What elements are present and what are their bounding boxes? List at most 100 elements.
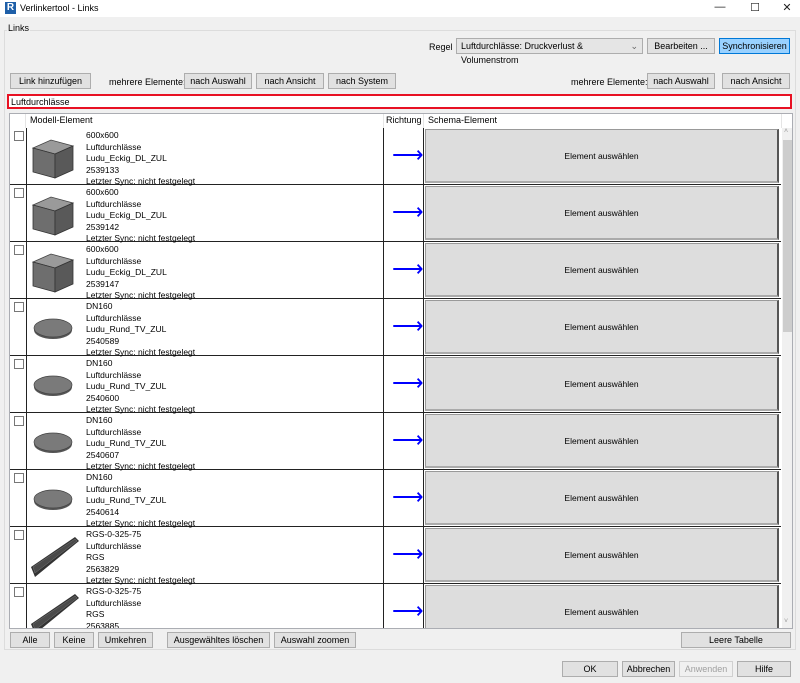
select-element-button[interactable]: Element auswählen	[425, 129, 779, 183]
window-title: Verlinkertool - Links	[20, 3, 99, 13]
help-button[interactable]: Hilfe	[737, 661, 791, 677]
header-schema-element[interactable]: Schema-Element	[424, 114, 782, 128]
row-line: 2540600	[86, 392, 120, 403]
scrollbar-thumb[interactable]	[783, 140, 792, 332]
row-line: Letzter Sync: nicht festgelegt	[86, 290, 196, 300]
close-icon[interactable]: ✕	[782, 2, 792, 14]
arrow-right-icon: ⟶	[392, 427, 424, 452]
model-element-cell: DN160 Luftdurchlässe Ludu_Rund_TV_ZUL 25405…	[26, 299, 384, 357]
row-line: Ludu_Rund_TV_ZUL	[86, 324, 167, 334]
row-line: Letzter Sync: nicht festgelegt	[86, 575, 196, 585]
vertical-scrollbar[interactable]: ˄ ˅	[782, 128, 792, 628]
select-element-button[interactable]: Element auswählen	[425, 300, 779, 354]
select-element-button[interactable]: Element auswählen	[425, 243, 779, 297]
box-element-icon	[29, 248, 77, 298]
row-line: 2539133	[86, 164, 120, 175]
delete-selected-button[interactable]: Ausgewähltes löschen	[167, 632, 270, 648]
direction-cell: ⟶	[384, 413, 424, 470]
header-direction[interactable]: Richtung	[384, 114, 424, 128]
model-element-cell: RGS-0-325-75 Luftdurchlässe RGS 2563885	[26, 584, 384, 629]
model-element-cell: 600x600 Luftdurchlässe Ludu_Eckig_DL_ZUL 25…	[26, 128, 384, 186]
row-line: Luftdurchlässe	[86, 369, 142, 380]
model-element-cell: DN160 Luftdurchlässe Ludu_Rund_TV_ZUL 25406…	[26, 356, 384, 414]
add-link-button[interactable]: Link hinzufügen	[10, 73, 91, 89]
arrow-right-icon: ⟶	[392, 199, 424, 224]
header-model-element[interactable]: Modell-Element	[26, 114, 384, 128]
select-element-button[interactable]: Element auswählen	[425, 357, 779, 411]
row-line: 2540589	[86, 335, 120, 346]
minimize-icon[interactable]: —	[714, 1, 726, 13]
select-all-button[interactable]: Alle	[10, 632, 50, 648]
row-line: DN160	[86, 472, 113, 482]
row-line: Ludu_Rund_TV_ZUL	[86, 438, 167, 448]
select-element-button[interactable]: Element auswählen	[425, 414, 779, 468]
row-checkbox[interactable]	[14, 131, 24, 141]
row-checkbox[interactable]	[14, 188, 24, 198]
title-bar: R Verlinkertool - Links — ☐ ✕	[0, 0, 800, 17]
row-line: Letzter Sync: nicht festgelegt	[86, 233, 196, 243]
row-line: Letzter Sync: nicht festgelegt	[86, 347, 196, 357]
right-by-view-button[interactable]: nach Ansicht	[722, 73, 790, 89]
zoom-selection-button[interactable]: Auswahl zoomen	[274, 632, 356, 648]
direction-cell: ⟶	[384, 584, 424, 628]
direction-cell: ⟶	[384, 527, 424, 584]
ok-button[interactable]: OK	[562, 661, 618, 677]
invert-selection-button[interactable]: Umkehren	[98, 632, 153, 648]
row-checkbox[interactable]	[14, 473, 24, 483]
direction-cell: ⟶	[384, 185, 424, 242]
select-element-button[interactable]: Element auswählen	[425, 186, 779, 240]
scroll-up-icon[interactable]: ˄	[784, 128, 789, 135]
row-line: Luftdurchlässe	[86, 255, 142, 266]
by-selection-button[interactable]: nach Auswahl	[184, 73, 252, 89]
row-line: DN160	[86, 358, 113, 368]
rule-select[interactable]: Luftdurchlässe: Druckverlust & Volumenst…	[456, 38, 643, 65]
arrow-right-icon: ⟶	[392, 142, 424, 167]
table-row: DN160 Luftdurchlässe Ludu_Rund_TV_ZUL 25406…	[10, 470, 781, 528]
group-label: Links	[7, 23, 31, 33]
scroll-down-icon[interactable]: ˅	[784, 618, 789, 625]
select-element-button[interactable]: Element auswählen	[425, 471, 779, 525]
right-by-selection-button[interactable]: nach Auswahl	[647, 73, 715, 89]
chevron-down-icon: ⌄	[630, 41, 638, 51]
by-view-button[interactable]: nach Ansicht	[256, 73, 324, 89]
row-line: 2539142	[86, 221, 120, 232]
table-row: DN160 Luftdurchlässe Ludu_Rund_TV_ZUL 25406…	[10, 356, 781, 414]
multi-elements-label-right: mehrere Elemente:	[571, 77, 648, 87]
row-checkbox[interactable]	[14, 416, 24, 426]
row-line: DN160	[86, 301, 113, 311]
row-checkbox[interactable]	[14, 587, 24, 597]
arrow-right-icon: ⟶	[392, 598, 424, 623]
multi-elements-label: mehrere Elemente:	[109, 77, 186, 87]
select-element-button[interactable]: Element auswählen	[425, 585, 779, 628]
box-element-icon	[29, 191, 77, 241]
row-line: Ludu_Eckig_DL_ZUL	[86, 267, 167, 277]
row-checkbox[interactable]	[14, 245, 24, 255]
row-checkbox[interactable]	[14, 302, 24, 312]
clear-table-button[interactable]: Leere Tabelle	[681, 632, 791, 648]
model-element-cell: 600x600 Luftdurchlässe Ludu_Eckig_DL_ZUL 25…	[26, 185, 384, 243]
row-line: 2540607	[86, 449, 120, 460]
row-line: RGS-0-325-75	[86, 529, 142, 539]
row-line: Luftdurchlässe	[86, 540, 142, 551]
by-system-button[interactable]: nach System	[328, 73, 396, 89]
row-line: Ludu_Rund_TV_ZUL	[86, 381, 167, 391]
model-element-cell: RGS-0-325-75 Luftdurchlässe RGS 2563829 Letz…	[26, 527, 384, 585]
row-checkbox[interactable]	[14, 530, 24, 540]
select-none-button[interactable]: Keine	[54, 632, 94, 648]
box-element-icon	[29, 134, 77, 184]
search-input[interactable]	[7, 94, 792, 109]
disc-element-icon	[29, 370, 77, 402]
direction-cell: ⟶	[384, 242, 424, 299]
arrow-right-icon: ⟶	[392, 313, 424, 338]
rule-select-value: Luftdurchlässe: Druckverlust & Volumenst…	[461, 41, 584, 65]
table-row: 600x600 Luftdurchlässe Ludu_Eckig_DL_ZUL 25…	[10, 128, 781, 186]
maximize-icon[interactable]: ☐	[750, 2, 760, 14]
cancel-button[interactable]: Abbrechen	[622, 661, 675, 677]
edit-button[interactable]: Bearbeiten ...	[647, 38, 715, 54]
row-line: Luftdurchlässe	[86, 597, 142, 608]
row-checkbox[interactable]	[14, 359, 24, 369]
arrow-right-icon: ⟶	[392, 541, 424, 566]
row-line: 2563885	[86, 620, 120, 629]
sync-button[interactable]: Synchronisieren	[719, 38, 790, 54]
select-element-button[interactable]: Element auswählen	[425, 528, 779, 582]
